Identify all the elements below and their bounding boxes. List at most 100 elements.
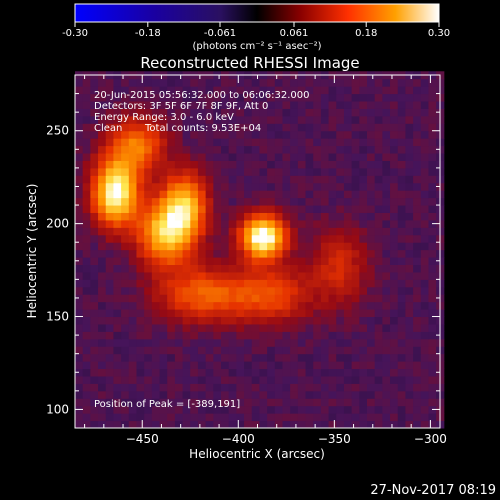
heatmap-cell: [367, 257, 376, 265]
heatmap-cell: [213, 153, 222, 161]
heatmap-cell: [305, 383, 314, 392]
heatmap-cell: [167, 398, 176, 407]
heatmap-cell: [159, 398, 168, 407]
heatmap-cell: [259, 145, 268, 154]
heatmap-cell: [121, 227, 130, 236]
heatmap-cell: [320, 309, 330, 318]
heatmap-cell: [75, 309, 84, 318]
heatmap-cell: [167, 361, 176, 370]
heatmap-cell: [113, 145, 122, 154]
heatmap-cell: [190, 368, 199, 377]
heatmap-cell: [190, 398, 199, 407]
heatmap-cell: [236, 219, 245, 228]
heatmap-cell: [336, 405, 345, 414]
heatmap-cell: [82, 346, 91, 355]
heatmap-cell: [244, 323, 253, 332]
heatmap-cell: [282, 167, 291, 176]
heatmap-cell: [213, 115, 222, 124]
heatmap-cell: [428, 212, 437, 221]
heatmap-cell: [144, 212, 153, 221]
heatmap-cell: [228, 175, 237, 184]
heatmap-cell: [413, 301, 422, 310]
heatmap-cell: [236, 86, 245, 95]
heatmap-cell: [90, 145, 99, 154]
heatmap-cell: [98, 212, 107, 221]
heatmap-cell: [428, 101, 437, 109]
heatmap-cell: [313, 93, 322, 102]
heatmap-cell: [75, 160, 84, 169]
heatmap-cell: [328, 219, 337, 228]
heatmap-cell: [405, 420, 414, 429]
heatmap-cell: [121, 390, 130, 399]
heatmap-cell: [351, 101, 360, 109]
heatmap-cell: [205, 316, 214, 325]
heatmap-cell: [351, 145, 360, 154]
heatmap-cell: [336, 138, 345, 147]
heatmap-cell: [90, 383, 99, 392]
heatmap-cell: [190, 190, 199, 199]
heatmap-cell: [390, 353, 399, 362]
heatmap-cell: [374, 190, 383, 199]
heatmap-cell: [113, 219, 122, 228]
heatmap-cell: [98, 153, 107, 161]
colorbar-tick-label: -0.18: [135, 28, 161, 39]
heatmap-cell: [228, 390, 237, 399]
heatmap-cell: [144, 197, 153, 206]
heatmap-cell: [82, 316, 91, 325]
heatmap-cell: [367, 398, 376, 407]
heatmap-cell: [159, 145, 168, 154]
heatmap-cell: [390, 279, 399, 288]
heatmap-cell: [244, 145, 253, 154]
heatmap-cell: [113, 86, 122, 95]
heatmap-cell: [90, 115, 99, 124]
heatmap-cell: [397, 316, 406, 325]
heatmap-cell: [213, 182, 222, 191]
heatmap-cell: [98, 205, 107, 213]
heatmap-cell: [205, 138, 214, 147]
heatmap-cell: [90, 242, 99, 251]
heatmap-cell: [428, 286, 437, 295]
heatmap-cell: [390, 271, 399, 280]
heatmap-cell: [82, 234, 91, 243]
heatmap-cell: [390, 227, 399, 236]
heatmap-cell: [374, 323, 383, 332]
heatmap-cell: [397, 361, 406, 370]
heatmap-cell: [405, 212, 414, 221]
heatmap-cell: [320, 123, 330, 132]
heatmap-cell: [320, 323, 330, 332]
colorbar-tick-label: 0.061: [280, 28, 309, 39]
heatmap-cell: [290, 234, 299, 243]
heatmap-cell: [128, 160, 137, 169]
footer-date: 27-Nov-2017 08:19: [370, 483, 496, 498]
heatmap-cell: [213, 271, 222, 280]
heatmap-cell: [151, 138, 161, 147]
heatmap-cell: [151, 167, 161, 176]
heatmap-cell: [297, 413, 307, 422]
heatmap-cell: [274, 309, 283, 318]
heatmap-cell: [182, 264, 191, 273]
heatmap-cell: [228, 86, 237, 95]
heatmap-cell: [221, 405, 230, 414]
heatmap-cell: [320, 286, 330, 295]
heatmap-cell: [305, 405, 314, 414]
heatmap-cell: [320, 153, 330, 161]
heatmap-cell: [390, 130, 399, 139]
heatmap-cell: [405, 160, 414, 169]
heatmap-cell: [413, 264, 422, 273]
heatmap-cell: [297, 383, 307, 392]
heatmap-cell: [290, 175, 299, 184]
heatmap-cell: [367, 249, 376, 258]
heatmap-cell: [205, 368, 214, 377]
heatmap-cell: [274, 375, 283, 384]
heatmap-cell: [397, 86, 406, 95]
heatmap-cell: [351, 420, 360, 429]
heatmap-cell: [90, 160, 99, 169]
heatmap-cell: [190, 78, 199, 87]
heatmap-cell: [343, 93, 353, 102]
heatmap-cell: [320, 331, 330, 340]
heatmap-cell: [98, 167, 107, 176]
heatmap-cell: [75, 190, 84, 199]
heatmap-cell: [374, 390, 383, 399]
heatmap-cell: [213, 331, 222, 340]
